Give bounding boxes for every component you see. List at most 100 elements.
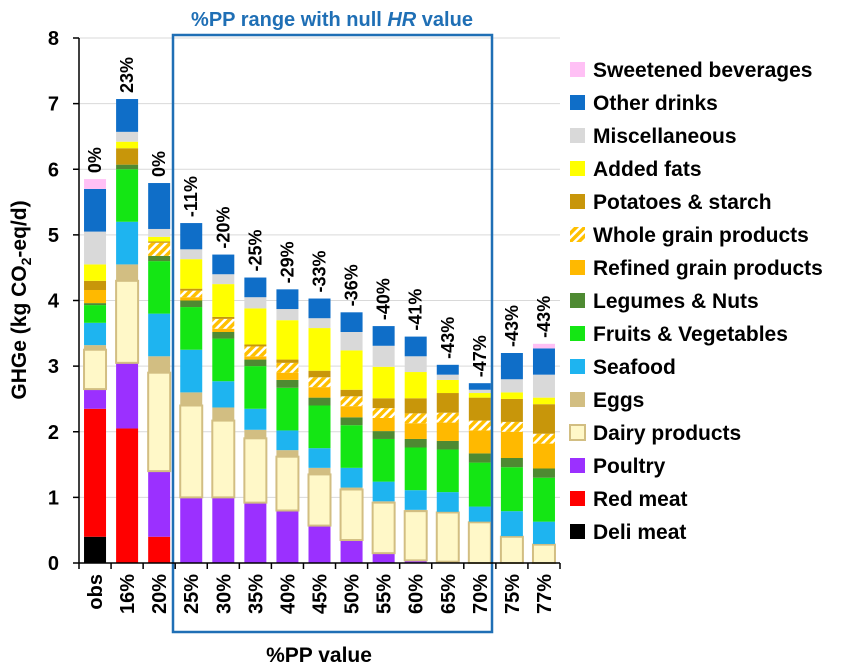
legend-label: Eggs bbox=[593, 389, 644, 412]
bar-segment bbox=[372, 431, 395, 439]
bar-segment bbox=[244, 408, 267, 430]
legend-swatch bbox=[570, 359, 585, 374]
bar-segment bbox=[212, 332, 235, 339]
bar-segment bbox=[212, 381, 235, 408]
bar-segment bbox=[115, 279, 140, 364]
bar-segment bbox=[244, 308, 267, 345]
legend-label: Deli meat bbox=[593, 521, 686, 544]
legend-label: Poultry bbox=[593, 455, 666, 478]
bar-segment bbox=[244, 366, 267, 409]
bar-segment bbox=[84, 345, 107, 350]
bar-segment bbox=[500, 467, 523, 512]
bar-segment bbox=[500, 431, 523, 458]
bar-segment bbox=[308, 405, 331, 449]
bar-segment bbox=[244, 356, 267, 360]
bar-percent-label: -47% bbox=[470, 335, 490, 377]
bar-segment bbox=[276, 372, 299, 380]
bar-segment bbox=[244, 344, 267, 347]
legend-label: Sweetened beverages bbox=[593, 59, 812, 82]
bar-segment bbox=[372, 326, 395, 346]
bar-segment bbox=[436, 511, 459, 513]
bar-segment bbox=[116, 362, 139, 429]
legend-swatch bbox=[570, 524, 585, 539]
bar-segment bbox=[340, 425, 363, 468]
bar-segment bbox=[148, 236, 171, 242]
bar-segment bbox=[340, 487, 363, 490]
bar-segment bbox=[436, 412, 459, 423]
bar-percent-label: -25% bbox=[245, 230, 265, 272]
bar-segment bbox=[276, 309, 299, 321]
bar-segment bbox=[84, 305, 107, 323]
legend-label: Refined grain products bbox=[593, 257, 823, 280]
bar-segment bbox=[500, 392, 523, 399]
bar-segment bbox=[83, 348, 108, 391]
legend-label: Added fats bbox=[593, 158, 702, 181]
bar-segment bbox=[84, 389, 107, 409]
bar-segment bbox=[276, 387, 299, 431]
y-ticks: 0 1 2 3 4 5 6 7 8 bbox=[48, 28, 79, 575]
bar-percent-label: -29% bbox=[277, 241, 297, 283]
bar-segment bbox=[180, 249, 203, 260]
bar-segment bbox=[308, 467, 331, 475]
bar-segment bbox=[212, 497, 235, 563]
legend-swatch bbox=[570, 95, 585, 110]
bar-segment bbox=[308, 318, 331, 329]
x-tick-label: 45% bbox=[310, 574, 332, 614]
bar-segment bbox=[116, 428, 139, 563]
bar-segment bbox=[372, 345, 395, 367]
bar-segment bbox=[500, 536, 523, 537]
bar-segment bbox=[500, 398, 523, 422]
bar-segment bbox=[340, 540, 363, 563]
bar-segment bbox=[404, 398, 427, 414]
bar-segment bbox=[84, 408, 107, 537]
bar-segment bbox=[180, 290, 203, 298]
bar-percent-label: 0% bbox=[149, 151, 169, 177]
bar-segment bbox=[436, 449, 459, 493]
bar-segment bbox=[243, 437, 268, 504]
bar-segment bbox=[372, 553, 395, 563]
bar-segment bbox=[212, 328, 235, 332]
x-ticks: obs 16% 20% 25% 30% 35% 40% 45% 50% 55% 60% 65% 70% 7… bbox=[78, 563, 561, 614]
bar-segment bbox=[436, 440, 459, 450]
bar-percent-label: -11% bbox=[181, 176, 201, 217]
bar-segment bbox=[212, 338, 235, 382]
bar-segment bbox=[212, 316, 235, 319]
legend-label: Dairy products bbox=[593, 422, 741, 445]
x-tick-label: 16% bbox=[117, 574, 139, 614]
bar-segment bbox=[148, 536, 171, 563]
bar-segment bbox=[532, 543, 555, 545]
bar-segment bbox=[404, 560, 427, 563]
bar-segment bbox=[148, 261, 171, 314]
bar-segment bbox=[340, 332, 363, 351]
bar-segment bbox=[84, 280, 107, 290]
bar-segment bbox=[532, 397, 555, 405]
bar-segment bbox=[84, 322, 107, 346]
bar-segment bbox=[148, 313, 171, 357]
legend-label: Miscellaneous bbox=[593, 125, 737, 148]
bar-segment bbox=[148, 183, 171, 229]
bar-segment bbox=[275, 455, 300, 512]
bar-segment bbox=[532, 374, 555, 398]
bar-segment bbox=[372, 366, 395, 399]
null-hr-range-label: %PP range with null HR value bbox=[191, 9, 473, 31]
bar-segment bbox=[371, 501, 396, 555]
bar-segment bbox=[276, 320, 299, 360]
bar-segment bbox=[84, 231, 107, 265]
bar-segment bbox=[340, 396, 363, 407]
bar-segment bbox=[212, 254, 235, 275]
bar-segment bbox=[116, 131, 139, 142]
bar-segment bbox=[147, 371, 172, 473]
bar-segment bbox=[531, 543, 556, 564]
legend-label: Legumes & Nuts bbox=[593, 290, 759, 313]
legend-swatch bbox=[570, 326, 585, 341]
bar-segment bbox=[468, 420, 491, 431]
bar-segment bbox=[468, 453, 491, 463]
legend-label: Fruits & Vegetables bbox=[593, 323, 788, 346]
bar-segment bbox=[148, 255, 171, 262]
legend-swatch bbox=[570, 260, 585, 275]
bar-segment bbox=[404, 438, 427, 448]
y-tick-label: 5 bbox=[48, 225, 59, 247]
bar-segment bbox=[212, 284, 235, 317]
bar-segment bbox=[276, 379, 299, 388]
x-tick-label: 60% bbox=[406, 574, 428, 614]
